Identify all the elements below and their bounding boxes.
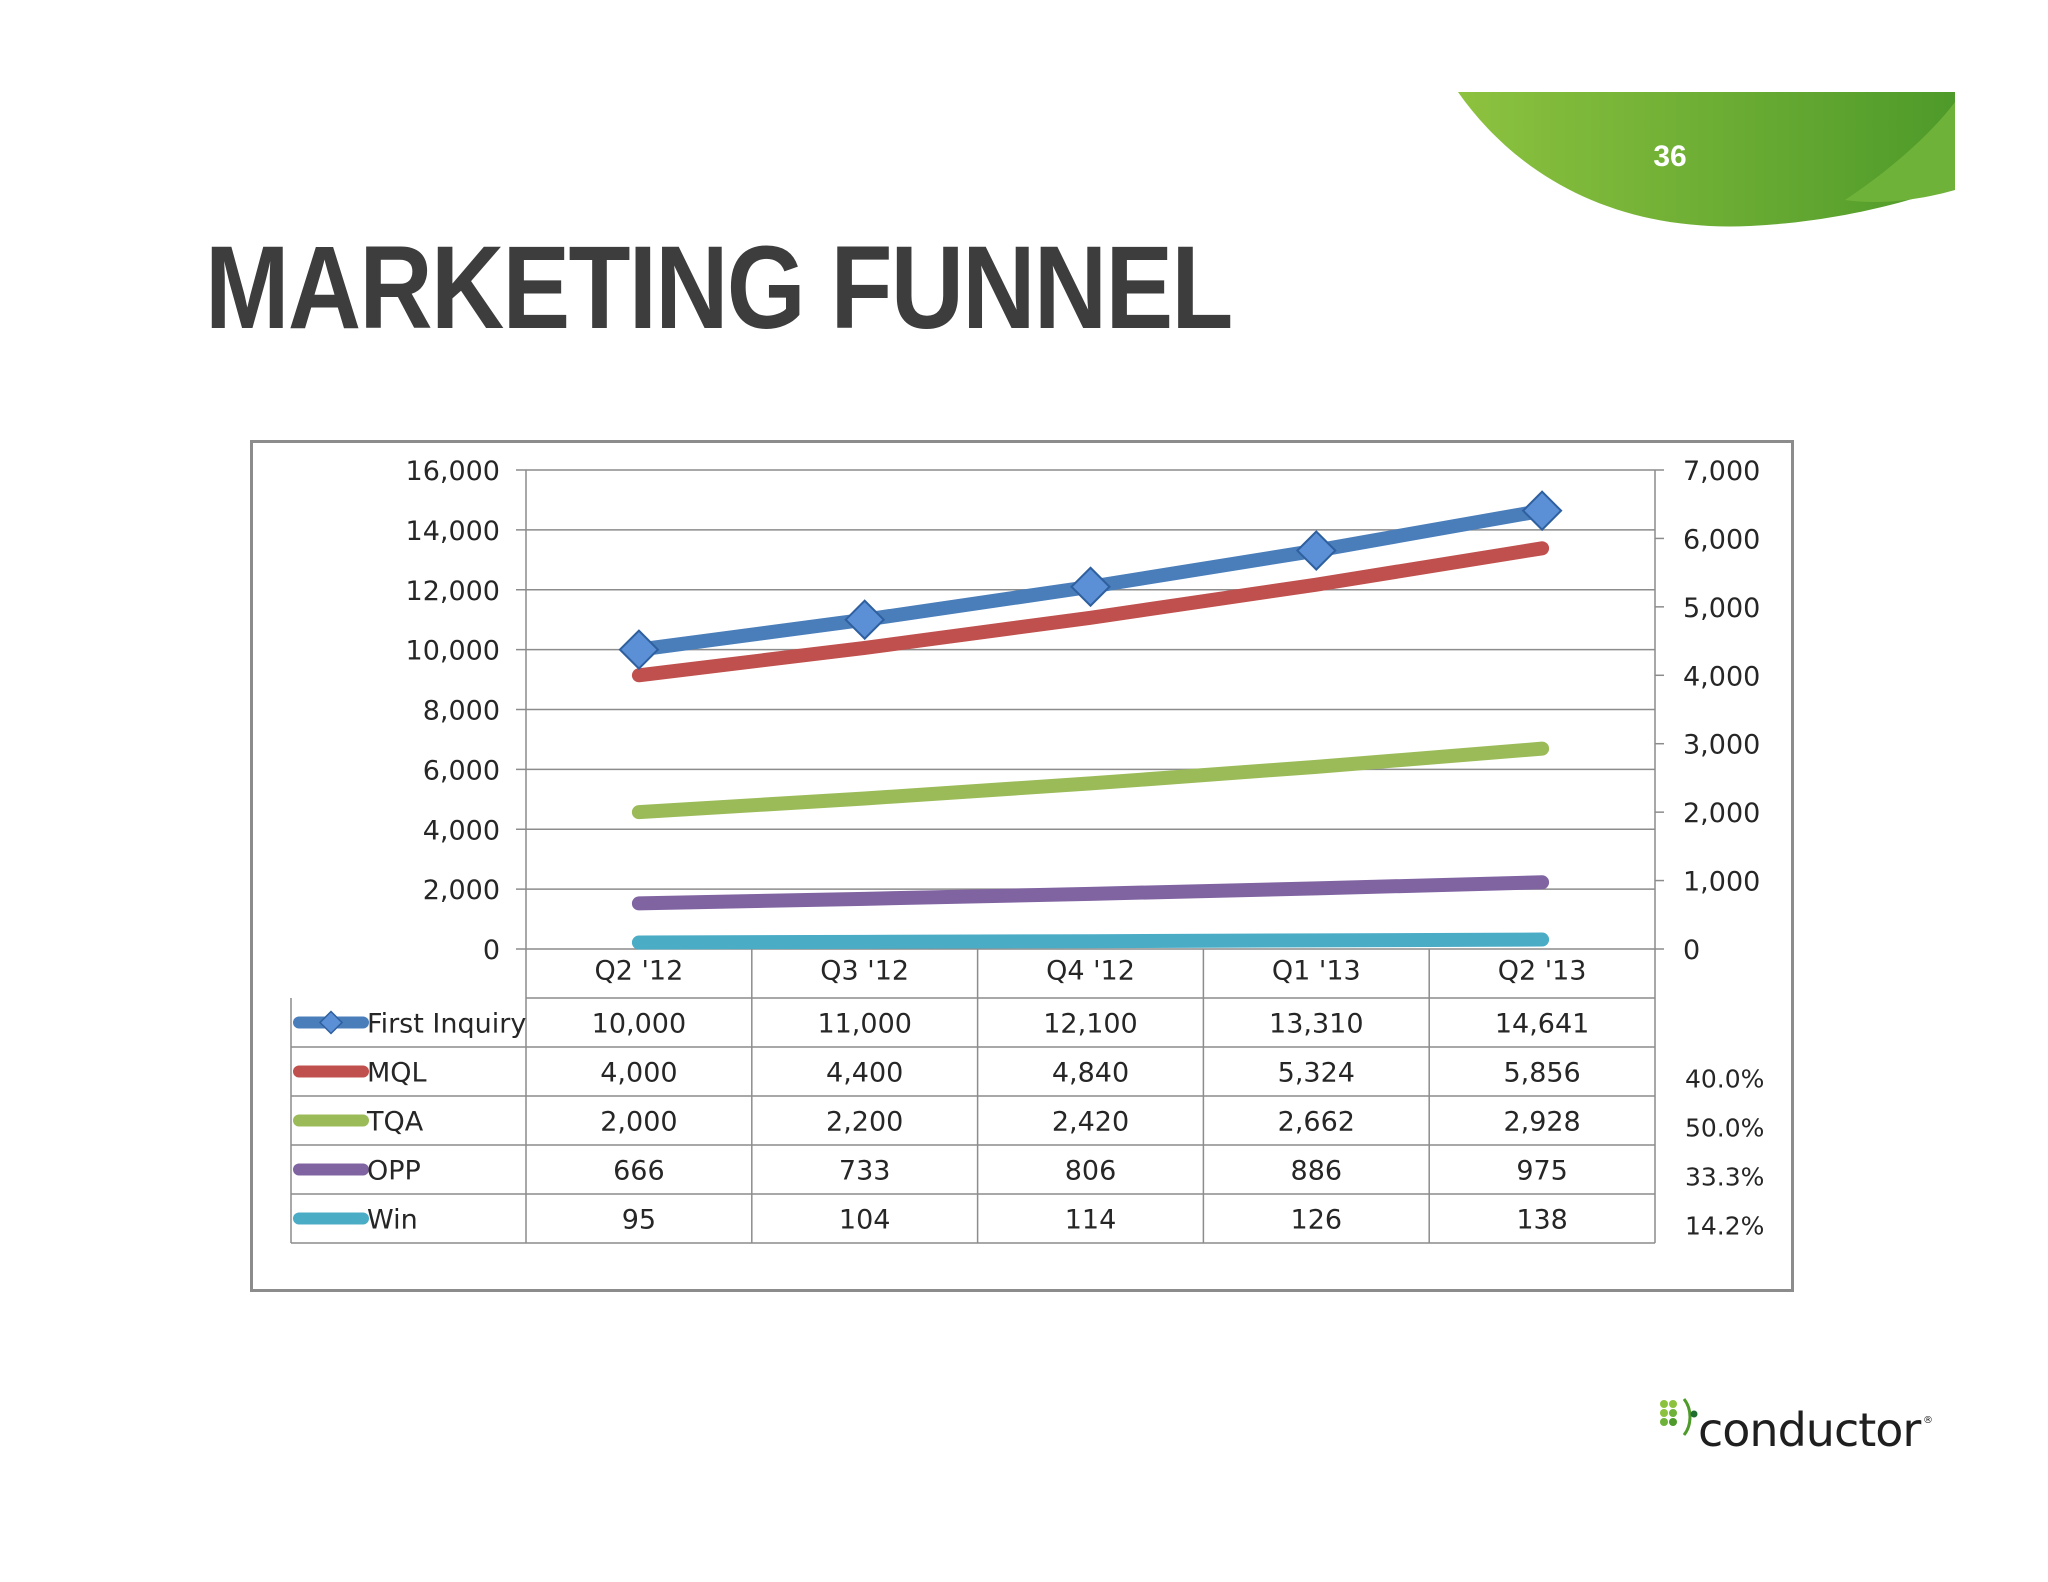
x-category-label: Q2 '13 bbox=[1498, 955, 1587, 986]
marketing-funnel-chart: 16,000 14,000 12,000 10,000 8,000 6,000 4,000 2… bbox=[290, 456, 1764, 1244]
y-left-tick-label: 8,000 bbox=[423, 696, 500, 727]
legend-label-mql: MQL bbox=[367, 1058, 427, 1089]
y-left-tick-label: 16,000 bbox=[406, 456, 500, 487]
table-cell-value: 4,840 bbox=[1052, 1058, 1129, 1089]
table-cell-value: 114 bbox=[1065, 1205, 1117, 1236]
x-category-label: Q4 '12 bbox=[1046, 955, 1135, 986]
slide-number: 36 bbox=[1653, 140, 1687, 173]
x-category-label: Q1 '13 bbox=[1272, 955, 1361, 986]
table-cell-value: 733 bbox=[839, 1156, 891, 1187]
logo-text: conductor bbox=[1698, 1403, 1921, 1457]
data-point-marker bbox=[844, 599, 886, 641]
table-cell-value: 10,000 bbox=[592, 1009, 686, 1040]
y-right-tick-label: 5,000 bbox=[1683, 593, 1760, 624]
registered-mark: ® bbox=[1923, 1415, 1933, 1426]
legend-label-first-inquiry: First Inquiry bbox=[367, 1009, 526, 1040]
series-line-win bbox=[631, 932, 1550, 950]
chart-frame: 16,000 14,000 12,000 10,000 8,000 6,000 4,000 2… bbox=[250, 440, 1794, 1292]
table-cell-value: 12,100 bbox=[1043, 1009, 1137, 1040]
y-left-tick-label: 0 bbox=[483, 935, 500, 966]
conversion-ratio-win: 14.2% bbox=[1685, 1212, 1764, 1241]
table-cell-value: 666 bbox=[613, 1156, 665, 1187]
x-category-label: Q2 '12 bbox=[595, 955, 684, 986]
table-cell-value: 138 bbox=[1516, 1205, 1568, 1236]
x-category-label: Q3 '12 bbox=[820, 955, 909, 986]
legend-label-tqa: TQA bbox=[366, 1107, 424, 1138]
logo-dots-icon bbox=[1660, 1398, 1698, 1436]
table-cell-value: 13,310 bbox=[1269, 1009, 1363, 1040]
table-cell-value: 4,000 bbox=[600, 1058, 677, 1089]
table-cell-value: 5,324 bbox=[1278, 1058, 1355, 1089]
data-point-marker bbox=[618, 629, 660, 671]
table-cell-value: 2,200 bbox=[826, 1107, 903, 1138]
y-left-tick-label: 14,000 bbox=[406, 516, 500, 547]
legend-label-opp: OPP bbox=[367, 1156, 421, 1187]
y-left-tick-label: 12,000 bbox=[406, 576, 500, 607]
table-cell-value: 126 bbox=[1291, 1205, 1343, 1236]
conductor-logo: conductor ® bbox=[1658, 1395, 1933, 1475]
y-right-tick-label: 4,000 bbox=[1683, 661, 1760, 692]
data-point-marker bbox=[1521, 490, 1563, 532]
data-point-marker bbox=[1070, 566, 1111, 608]
table-cell-value: 2,662 bbox=[1278, 1107, 1355, 1138]
y-right-tick-label: 1,000 bbox=[1683, 867, 1760, 898]
y-left-tick-label: 4,000 bbox=[423, 815, 500, 846]
y-left-tick-label: 6,000 bbox=[423, 755, 500, 786]
table-cell-value: 95 bbox=[622, 1205, 656, 1236]
legend-label-win: Win bbox=[367, 1205, 418, 1236]
series-line-opp bbox=[631, 875, 1550, 911]
table-cell-value: 5,856 bbox=[1503, 1058, 1580, 1089]
y-right-tick-label: 6,000 bbox=[1683, 524, 1760, 555]
table-cell-value: 14,641 bbox=[1495, 1009, 1589, 1040]
series-line-mql bbox=[631, 541, 1550, 683]
table-cell-value: 975 bbox=[1516, 1156, 1568, 1187]
data-point-marker bbox=[1295, 530, 1337, 571]
y-left-tick-label: 10,000 bbox=[406, 636, 500, 667]
y-right-tick-label: 0 bbox=[1683, 935, 1700, 966]
table-cell-value: 2,000 bbox=[600, 1107, 677, 1138]
conversion-ratio-mql: 40.0% bbox=[1685, 1065, 1764, 1094]
series-line-tqa bbox=[631, 741, 1550, 820]
table-cell-value: 806 bbox=[1065, 1156, 1117, 1187]
slide-title: MARKETING FUNNEL bbox=[205, 222, 1233, 354]
y-left-tick-label: 2,000 bbox=[423, 875, 500, 906]
conversion-ratio-opp: 33.3% bbox=[1685, 1163, 1764, 1192]
y-right-tick-label: 2,000 bbox=[1683, 798, 1760, 829]
conversion-ratio-tqa: 50.0% bbox=[1685, 1114, 1764, 1143]
table-cell-value: 11,000 bbox=[817, 1009, 911, 1040]
legend-marker-icon bbox=[318, 1010, 344, 1035]
y-right-tick-label: 3,000 bbox=[1683, 730, 1760, 761]
table-cell-value: 104 bbox=[839, 1205, 891, 1236]
table-cell-value: 2,420 bbox=[1052, 1107, 1129, 1138]
table-cell-value: 4,400 bbox=[826, 1058, 903, 1089]
y-right-tick-label: 7,000 bbox=[1683, 456, 1760, 487]
table-cell-value: 886 bbox=[1291, 1156, 1343, 1187]
table-cell-value: 2,928 bbox=[1503, 1107, 1580, 1138]
